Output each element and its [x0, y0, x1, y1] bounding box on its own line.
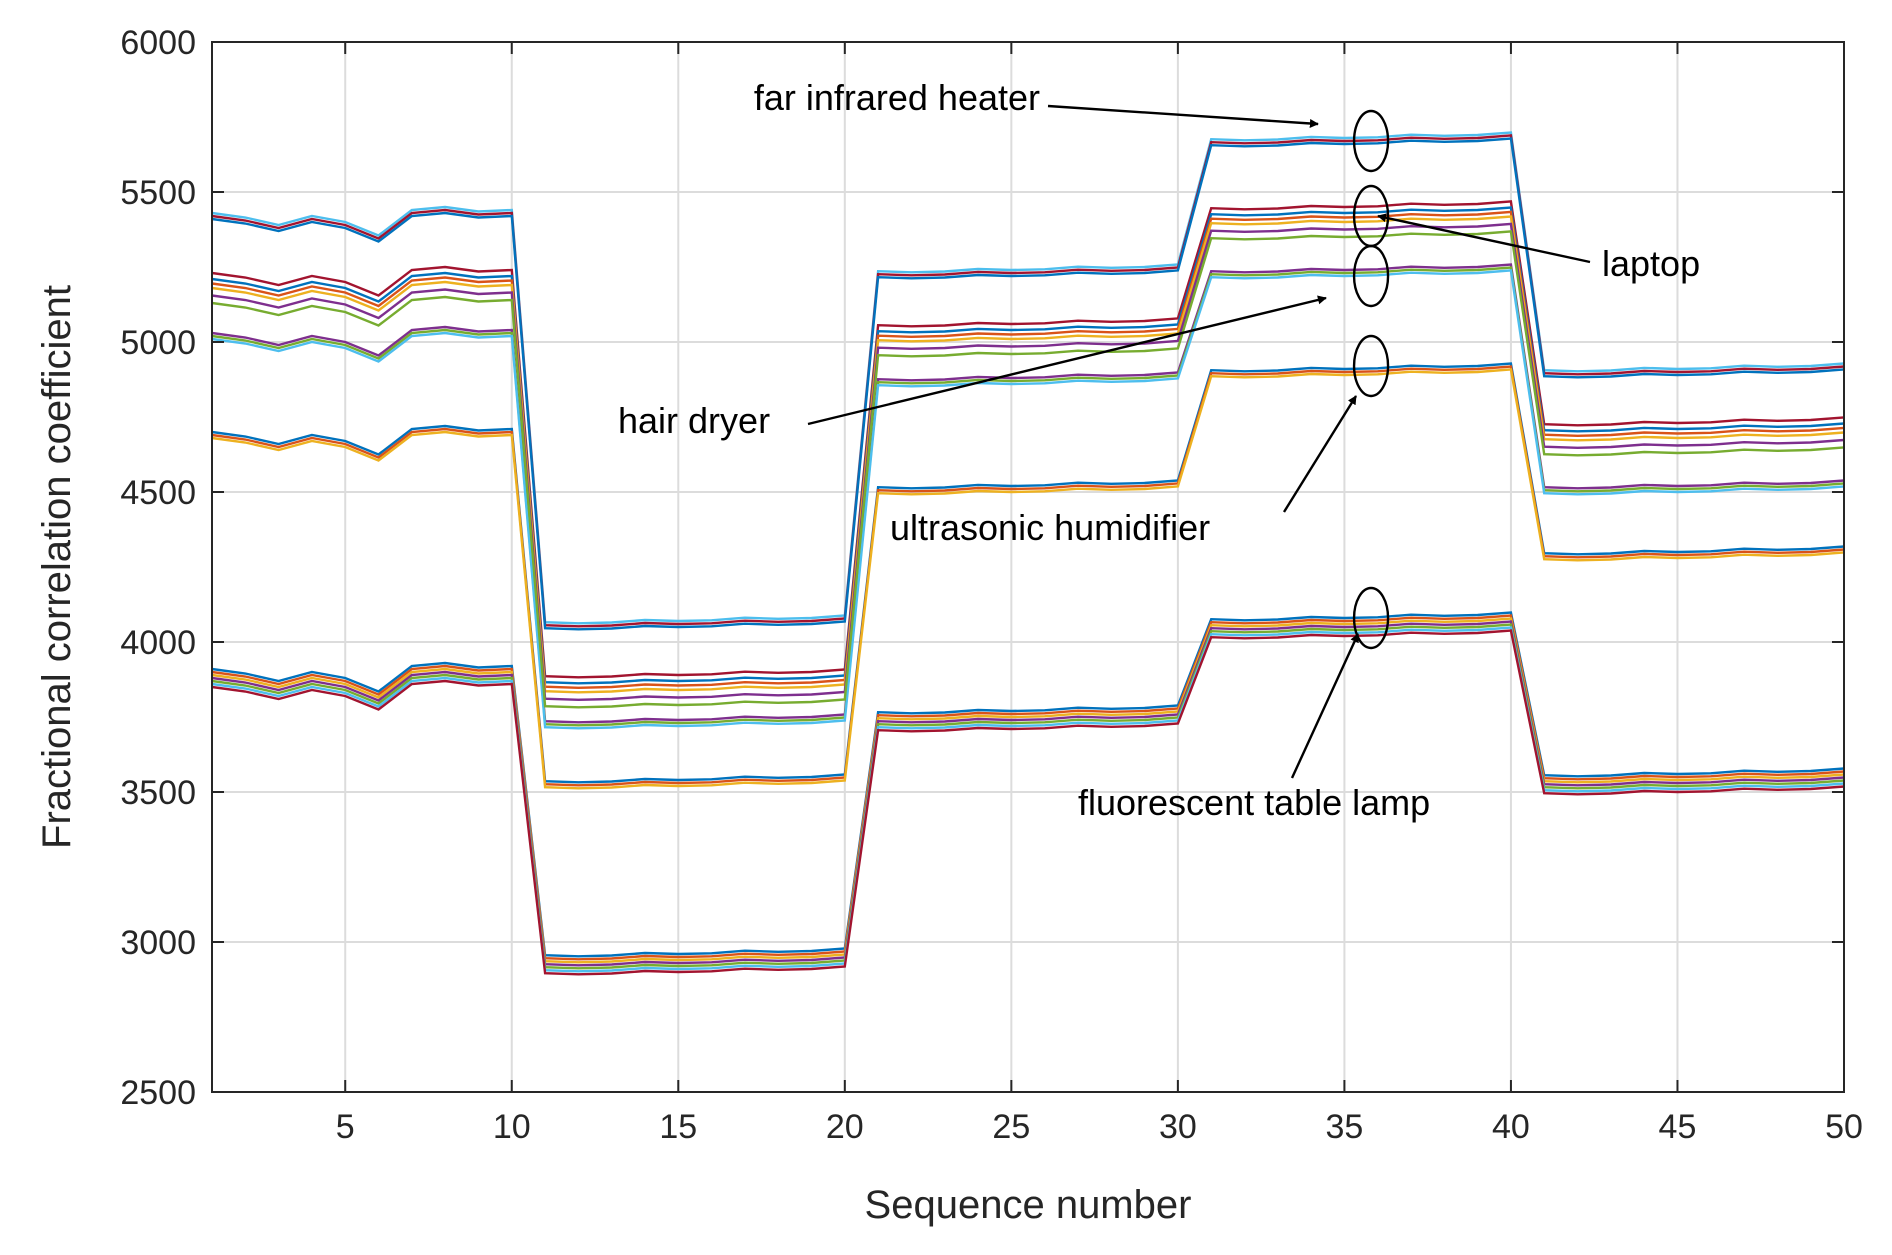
x-tick-label: 40 — [1492, 1108, 1530, 1146]
y-tick-label: 5000 — [120, 324, 196, 362]
grid-lines — [212, 41, 1845, 1093]
series-line-ultrasonic-humidifier — [211, 263, 1845, 724]
annotation-ellipse — [1352, 334, 1390, 398]
y-tick-label: 6000 — [120, 24, 196, 62]
annotation-label: hair dryer — [618, 400, 770, 441]
x-tick-label: 25 — [992, 1108, 1030, 1146]
series-line-far-infrared-heater — [211, 134, 1845, 628]
series-line-laptop — [211, 215, 1845, 694]
x-tick-label: 30 — [1159, 1108, 1197, 1146]
y-tick-label: 5500 — [120, 174, 196, 212]
y-tick-label: 3500 — [120, 774, 196, 812]
x-tick-label: 5 — [336, 1108, 355, 1146]
series-line-fluorescent-table-lamp — [211, 620, 1845, 967]
series-line-ultrasonic-humidifier — [211, 266, 1845, 727]
x-tick-label: 35 — [1325, 1108, 1363, 1146]
series-line-laptop — [211, 230, 1845, 709]
annotation-label: fluorescent table lamp — [1078, 782, 1430, 823]
annotation-label: laptop — [1602, 243, 1700, 284]
y-axis-label: Fractional correlation coefficient — [35, 285, 79, 849]
series-line-fluorescent-table-lamp — [211, 617, 1845, 964]
series-line-fluorescent-table-lamp — [211, 614, 1845, 961]
series-line-fluorescent-table-lamp — [211, 629, 1845, 976]
series-line-ultrasonic-humidifier — [211, 362, 1845, 784]
annotation-ellipse — [1352, 244, 1390, 308]
series-line-fluorescent-table-lamp — [211, 626, 1845, 973]
y-tick-label: 4000 — [120, 624, 196, 662]
series-line-laptop — [211, 222, 1845, 702]
annotation-ellipse — [1352, 586, 1390, 650]
series-line-ultrasonic-humidifier — [211, 365, 1845, 787]
annotation-arrow — [1290, 633, 1360, 779]
annotation-arrow — [1282, 395, 1358, 513]
series-line-far-infrared-heater — [211, 137, 1845, 631]
axis-ticks: 5 10 15 20 25 30 35 40 45 50 2500 3000 3500 4000 4500 5… — [120, 24, 1863, 1146]
x-tick-label: 10 — [493, 1108, 531, 1146]
annotation-label: ultrasonic humidifier — [890, 507, 1210, 548]
x-tick-label: 20 — [826, 1108, 864, 1146]
annotation-arrow — [1047, 104, 1319, 128]
y-tick-label: 4500 — [120, 474, 196, 512]
x-axis-label: Sequence number — [865, 1183, 1192, 1227]
series-line-ultrasonic-humidifier — [211, 368, 1845, 790]
plot-frame — [211, 41, 1845, 1093]
series-line-fluorescent-table-lamp — [211, 611, 1845, 958]
y-tick-label: 3000 — [120, 924, 196, 962]
x-tick-label: 15 — [659, 1108, 697, 1146]
annotation-ellipse — [1352, 109, 1390, 173]
series-line-fluorescent-table-lamp — [211, 623, 1845, 970]
x-tick-label: 50 — [1825, 1108, 1863, 1146]
annotations: far infrared heater laptop hair dryer ultra… — [618, 77, 1700, 823]
series-line-ultrasonic-humidifier — [211, 269, 1845, 730]
annotation-arrow — [1377, 213, 1591, 264]
series-line-laptop — [211, 206, 1845, 685]
annotation-label: far infrared heater — [754, 77, 1040, 118]
annotation-arrow — [807, 295, 1327, 426]
y-tick-label: 2500 — [120, 1074, 196, 1112]
x-tick-label: 45 — [1659, 1108, 1697, 1146]
series-line-laptop — [211, 210, 1845, 690]
series-line-far-infrared-heater — [211, 131, 1845, 625]
series-line-laptop — [211, 200, 1845, 679]
series-group — [211, 131, 1845, 976]
